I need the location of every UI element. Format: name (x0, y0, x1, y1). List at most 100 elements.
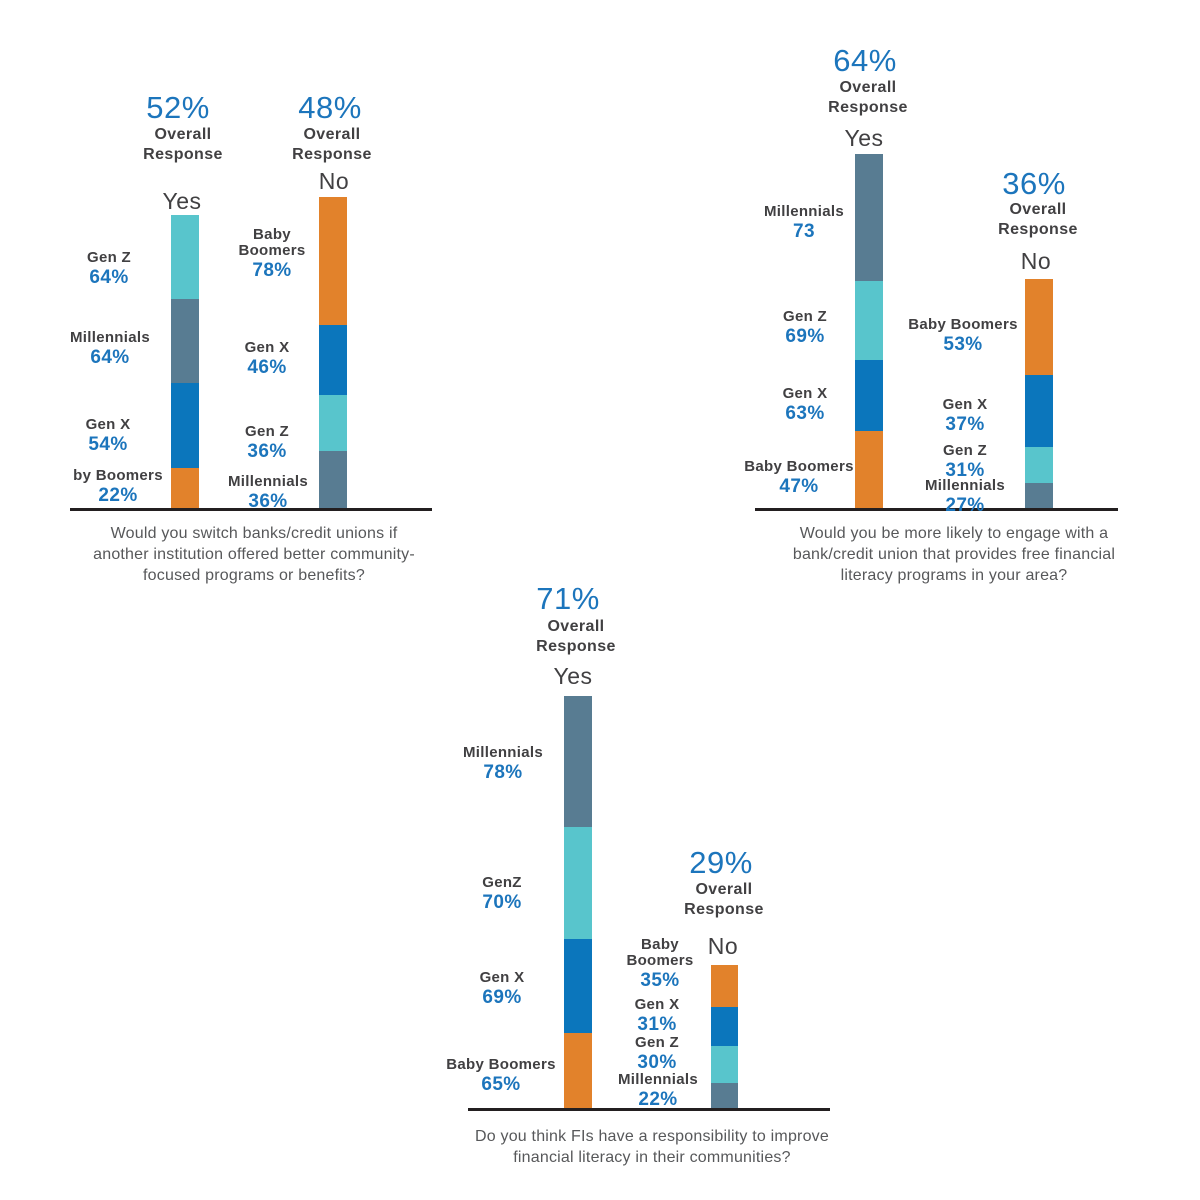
segment-label-name: Gen Z (634, 1034, 680, 1051)
bar-no (711, 965, 738, 1108)
overall-pct-yes: 52% (146, 90, 210, 125)
bar-segment-gen-x (171, 383, 199, 468)
segment-label-baby-boomers: Baby Boomers 47% (744, 459, 853, 498)
answer-label-yes: Yes (553, 663, 593, 689)
segment-label-value: 46% (247, 357, 287, 378)
segment-label-millennials: Millennials 27% (925, 477, 1005, 517)
bar-no (1025, 279, 1053, 508)
axis-line (70, 508, 432, 511)
segment-label-gen-x: Gen X 31% (635, 997, 680, 1036)
segment-label-value: 35% (640, 970, 680, 991)
segment-label-name: Millennials (764, 203, 844, 220)
segment-label-value: 31% (945, 460, 985, 481)
segment-label-name: Gen X (244, 339, 290, 356)
bar-yes (171, 215, 199, 508)
bar-yes (564, 696, 592, 1108)
overall-pct-no: 36% (1002, 166, 1066, 201)
segment-label-value: 69% (785, 326, 825, 347)
bar-segment-baby-boomers (1025, 279, 1053, 375)
bar-segment-millennials (319, 451, 347, 508)
segment-label-name: Millennials (70, 329, 150, 346)
bar-segment-millennials (1025, 483, 1053, 508)
segment-label-value: 47% (779, 476, 819, 497)
bar-yes (855, 154, 883, 508)
segment-label-by-boomers: by Boomers 22% (73, 468, 163, 507)
overall-response-label-no: Overall Response (684, 881, 764, 918)
segment-label-baby-boomers: Baby Boomers 65% (446, 1056, 556, 1096)
overall-response-label-yes: Overall Response (143, 126, 223, 163)
answer-label-no: No (1020, 248, 1052, 274)
segment-label-value: 65% (481, 1074, 521, 1095)
segment-label-value: 22% (98, 485, 138, 506)
segment-label-baby-boomers: Baby Boomers 53% (908, 316, 1018, 356)
segment-label-name: Baby Boomers (908, 316, 1018, 333)
segment-label-baby-boomers: Baby Boomers 35% (626, 937, 693, 992)
bar-segment-gen-z (711, 1046, 738, 1083)
segment-label-gen-x: Gen X 63% (783, 386, 828, 425)
answer-label-yes: Yes (844, 125, 884, 151)
segment-label-name: Millennials (925, 477, 1005, 494)
answer-label-no: No (318, 168, 350, 194)
bar-segment-gen-z (171, 215, 199, 299)
segment-label-gen-x: Gen X 69% (480, 970, 525, 1009)
segment-label-gen-z: Gen Z 36% (244, 423, 290, 463)
bar-segment-baby-boomers (855, 431, 883, 508)
question-text: Do you think FIs have a responsibility t… (475, 1128, 829, 1166)
overall-response-label-no: Overall Response (292, 126, 372, 163)
bar-segment-by-boomers (171, 468, 199, 508)
segment-label-gen-z: Gen Z 30% (634, 1034, 680, 1074)
segment-label-gen-x: Gen X 37% (943, 397, 988, 436)
bar-segment-genz (564, 827, 592, 939)
segment-label-gen-z: Gen Z 69% (782, 308, 828, 348)
bar-segment-gen-z (1025, 447, 1053, 483)
segment-label-millennials: Millennials 64% (70, 329, 150, 369)
segment-label-value: 22% (638, 1089, 678, 1110)
segment-label-gen-x: Gen X 54% (85, 416, 131, 456)
bar-segment-millennials (711, 1083, 738, 1108)
segment-label-value: 53% (943, 334, 983, 355)
segment-label-genz: GenZ 70% (482, 875, 522, 914)
segment-label-name: Gen Z (782, 308, 828, 325)
segment-label-value: 78% (483, 762, 523, 783)
segment-label-millennials: Millennials 78% (463, 745, 543, 784)
axis-line (755, 508, 1118, 511)
answer-label-no: No (707, 933, 739, 959)
bar-segment-baby-boomers (564, 1033, 592, 1108)
segment-label-value: 36% (247, 441, 287, 462)
segment-label-value: 37% (945, 414, 985, 435)
segment-label-value: 78% (252, 260, 292, 281)
answer-label-yes: Yes (162, 188, 202, 214)
question-text: Would you switch banks/credit unions if … (93, 525, 415, 584)
segment-label-name: Baby Boomers (446, 1056, 556, 1073)
axis-line (468, 1108, 830, 1111)
segment-label-value: 31% (637, 1014, 677, 1035)
segment-label-baby-boomers: Baby Boomers 78% (238, 226, 306, 282)
overall-pct-yes: 71% (536, 581, 600, 616)
bar-segment-gen-x (319, 325, 347, 395)
segment-label-value: 64% (89, 267, 129, 288)
bar-segment-gen-z (319, 395, 347, 451)
overall-pct-yes: 64% (833, 43, 897, 78)
overall-pct-no: 48% (298, 90, 362, 125)
bar-segment-gen-x (1025, 375, 1053, 447)
segment-label-name: Baby Boomers (238, 226, 306, 259)
bar-segment-gen-x (564, 939, 592, 1033)
overall-response-label-yes: Overall Response (828, 79, 908, 116)
segment-label-value: 27% (945, 495, 985, 516)
overall-pct-no: 29% (689, 845, 753, 880)
overall-response-label-no: Overall Response (998, 201, 1078, 238)
bar-segment-millennials (855, 154, 883, 281)
bar-segment-millennials (564, 696, 592, 827)
segment-label-name: Gen X (85, 416, 131, 433)
segment-label-value: 63% (785, 403, 825, 424)
bar-segment-baby-boomers (319, 197, 347, 325)
segment-label-millennials: Millennials 36% (228, 473, 308, 513)
segment-label-value: 69% (482, 987, 522, 1008)
overall-response-label-yes: Overall Response (536, 618, 616, 655)
segment-label-gen-z: Gen Z 64% (87, 250, 131, 289)
segment-label-name: Gen Z (942, 442, 988, 459)
segment-label-value: 73 (793, 221, 815, 242)
segment-label-name: Gen Z (244, 423, 290, 440)
segment-label-name: Millennials (228, 473, 308, 490)
